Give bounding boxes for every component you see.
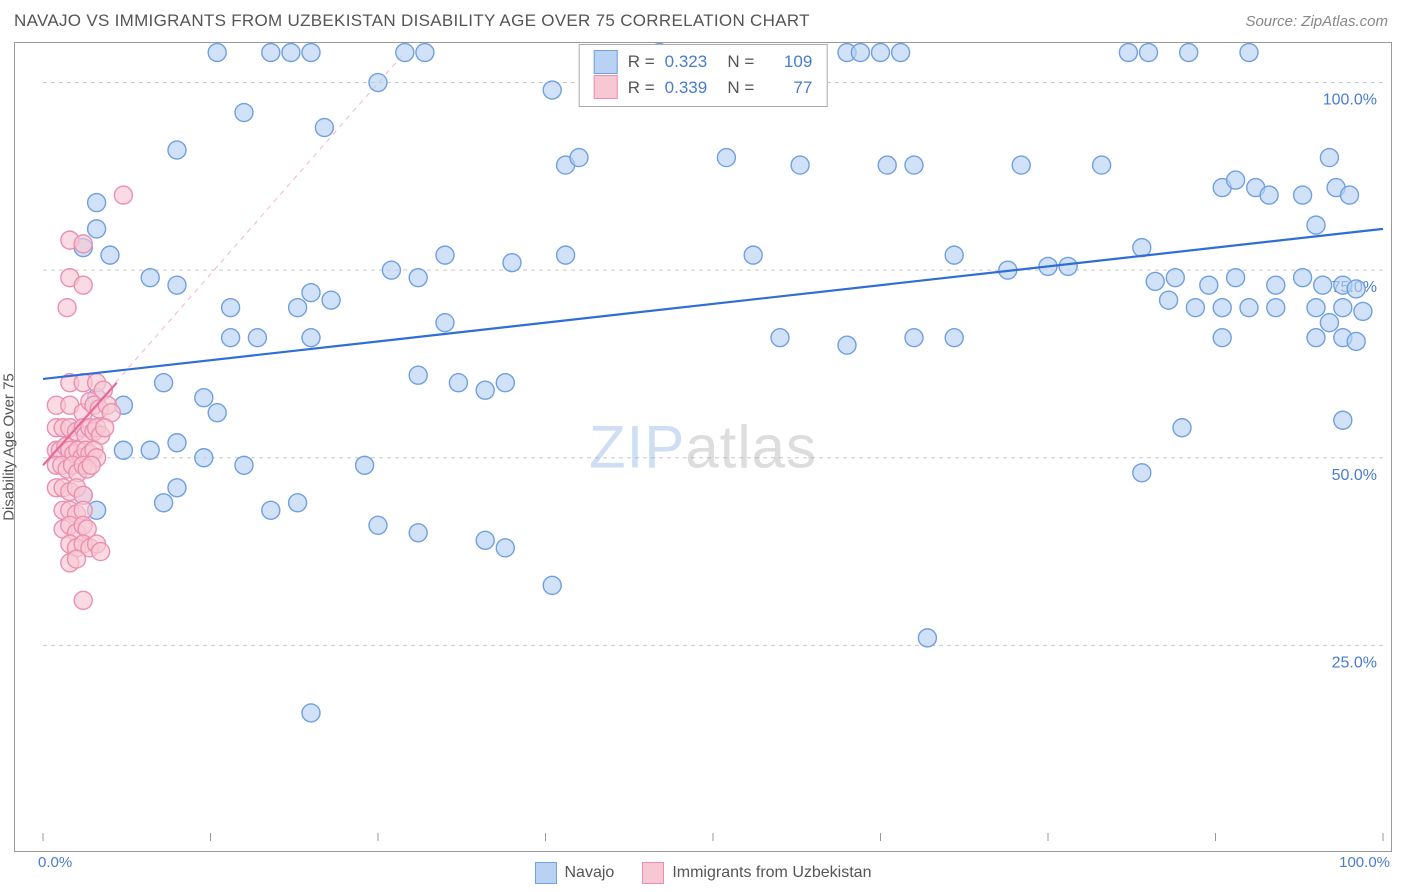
legend-swatch xyxy=(594,50,618,74)
chart-title: NAVAJO VS IMMIGRANTS FROM UZBEKISTAN DIS… xyxy=(14,11,810,31)
svg-text:50.0%: 50.0% xyxy=(1332,467,1377,484)
x-axis-min-label: 0.0% xyxy=(38,854,72,871)
source-label: Source: ZipAtlas.com xyxy=(1245,13,1388,30)
svg-text:25.0%: 25.0% xyxy=(1332,654,1377,671)
stats-row: R =0.339 N =77 xyxy=(594,75,813,101)
legend-swatch xyxy=(535,862,557,884)
legend-item: Navajo xyxy=(535,862,615,884)
legend-label: Immigrants from Uzbekistan xyxy=(672,864,871,882)
bottom-legend: Navajo Immigrants from Uzbekistan xyxy=(0,862,1406,884)
legend-swatch xyxy=(594,75,618,99)
chart-svg: 25.0%50.0%75.0%100.0% xyxy=(15,43,1391,851)
legend-swatch xyxy=(642,862,664,884)
x-axis-max-label: 100.0% xyxy=(1339,854,1390,871)
svg-text:100.0%: 100.0% xyxy=(1323,92,1377,109)
plot-area: Disability Age Over 75 25.0%50.0%75.0%10… xyxy=(14,42,1392,852)
legend-label: Navajo xyxy=(565,864,615,882)
stats-row: R =0.323 N =109 xyxy=(594,49,813,75)
legend-item: Immigrants from Uzbekistan xyxy=(642,862,871,884)
stats-legend: R =0.323 N =109R =0.339 N =77 xyxy=(579,44,828,107)
